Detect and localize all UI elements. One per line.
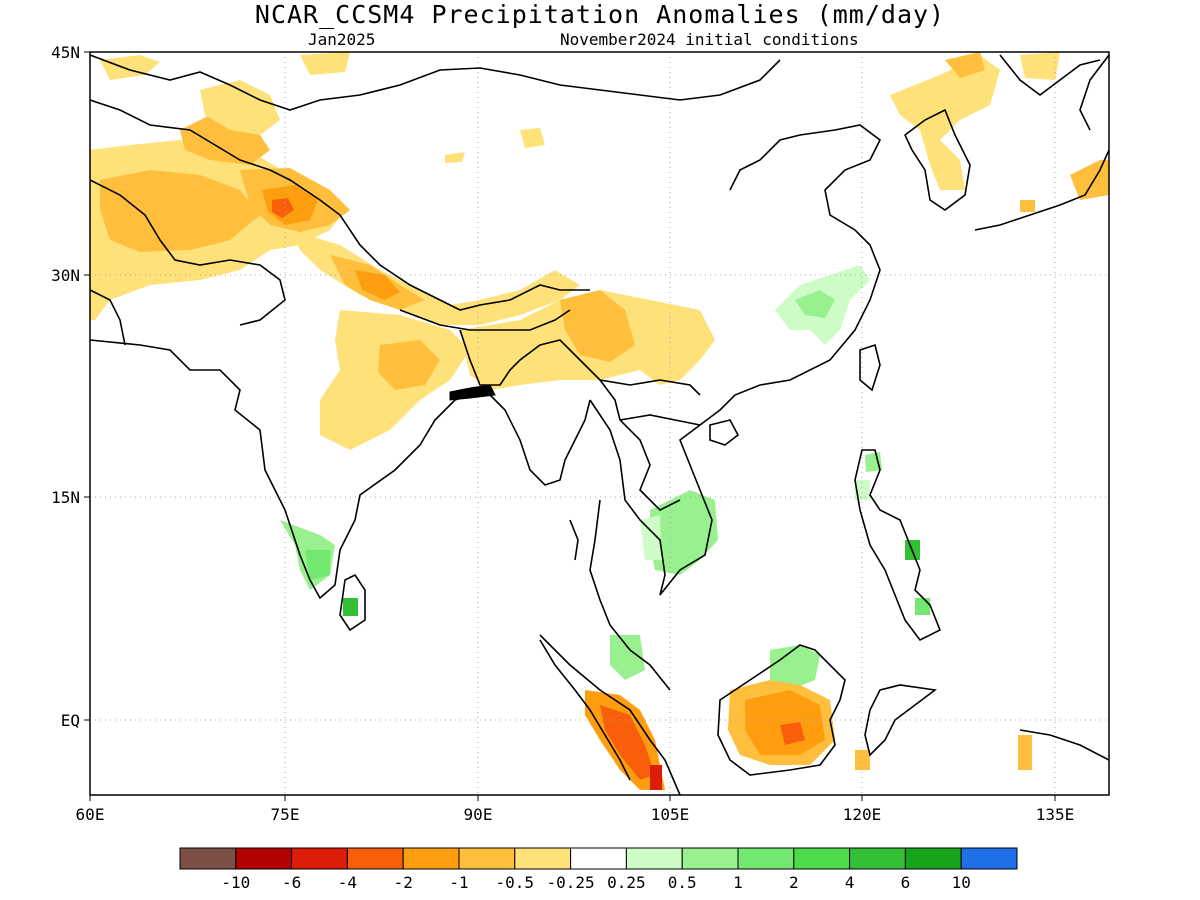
colorbar-label-8: 0.5 <box>668 873 697 892</box>
colorbar-label-7: 0.25 <box>607 873 646 892</box>
colorbar-label-0: -10 <box>221 873 250 892</box>
anomaly-myanmar-core <box>560 290 635 362</box>
lat-label-45n: 45N <box>51 43 80 62</box>
anomaly-japan <box>1070 160 1109 200</box>
anomaly-kashmir-peak <box>272 198 294 218</box>
colorbar-label-11: 4 <box>845 873 855 892</box>
anomaly-tarim2 <box>445 152 465 163</box>
valid-month-label: Jan2025 <box>308 30 376 49</box>
colorbar-swatch-11 <box>793 847 851 870</box>
colorbar-label-10: 2 <box>789 873 799 892</box>
anomaly-s-india-wet-core <box>305 550 330 580</box>
map-frame <box>89 51 1110 796</box>
colorbar-label-6: -0.25 <box>547 873 595 892</box>
lon-label-60e: 60E <box>76 805 105 824</box>
colorbar-swatch-10 <box>737 847 795 870</box>
axis-ticks <box>84 51 1056 801</box>
initial-conditions-label: November2024 initial conditions <box>560 30 859 49</box>
lon-label-105e: 105E <box>651 805 690 824</box>
anomaly-wet-china-core <box>795 290 835 318</box>
anomaly-maluku <box>1018 735 1032 770</box>
colorbar-label-12: 6 <box>901 873 911 892</box>
colorbar-swatch-5 <box>458 847 516 870</box>
lat-label-30n: 30N <box>51 266 80 285</box>
colorbar-swatch-4 <box>402 847 460 870</box>
coastline-sundarbans <box>449 384 496 401</box>
colorbar-swatch-1 <box>235 847 293 870</box>
colorbar-swatch-8 <box>625 847 683 870</box>
anomaly-central-asia <box>200 80 280 135</box>
colorbar-label-5: -0.5 <box>496 873 535 892</box>
lat-label-eq: EQ <box>61 711 80 730</box>
anomaly-sumatra-peak <box>650 765 662 790</box>
anomaly-sumatra-core <box>600 705 655 780</box>
colorbar: -10 -6 -4 -2 -1 -0.5 -0.25 0.25 0.5 1 2 4 6 10 <box>179 847 1018 892</box>
anomaly-philippines-wet <box>865 452 882 472</box>
colorbar-swatch-2 <box>291 847 348 870</box>
anomaly-philippines-wet2 <box>855 480 870 500</box>
anomaly-tien-shan <box>100 55 160 80</box>
lon-label-75e: 75E <box>271 805 300 824</box>
anomaly-korea <box>890 55 1000 190</box>
colorbar-swatch-13 <box>904 847 962 870</box>
anomaly-korea-core <box>945 52 985 78</box>
colorbar-swatch-12 <box>849 847 906 870</box>
colorbar-label-1: -6 <box>282 873 301 892</box>
colorbar-swatch-14 <box>960 847 1018 870</box>
anomaly-mindanao-wet <box>915 598 930 615</box>
colorbar-swatch-0 <box>179 847 237 870</box>
anomaly-himalaya <box>290 230 580 325</box>
anomaly-himalaya-peak <box>355 270 400 300</box>
colorbar-label-13: 10 <box>952 873 971 892</box>
anomaly-malay-wet <box>610 635 645 680</box>
lon-label-135e: 135E <box>1036 805 1075 824</box>
map-title: NCAR_CCSM4 Precipitation Anomalies (mm/d… <box>254 0 946 29</box>
anomaly-borneo-peak <box>780 722 805 745</box>
anomaly-kazakh <box>300 52 350 75</box>
anomaly-dry-west-core <box>100 170 260 252</box>
anomaly-central-india-core <box>378 340 440 390</box>
anomaly-indochina-wet <box>650 490 718 575</box>
anomaly-indochina-wet-light <box>640 515 662 560</box>
anomaly-borneo-north-wet <box>770 645 820 690</box>
anomaly-hokkaido <box>1020 52 1060 80</box>
anomaly-sulawesi <box>855 750 870 770</box>
lon-label-120e: 120E <box>843 805 882 824</box>
colorbar-swatch-9 <box>681 847 739 870</box>
colorbar-label-9: 1 <box>733 873 743 892</box>
colorbar-swatch-3 <box>346 847 404 870</box>
colorbar-label-2: -4 <box>338 873 357 892</box>
colorbar-label-4: -1 <box>449 873 468 892</box>
anomaly-borneo-core <box>745 690 825 755</box>
colorbar-label-3: -2 <box>394 873 413 892</box>
colorbar-swatch-6 <box>514 847 572 870</box>
lat-label-15n: 15N <box>51 488 80 507</box>
lon-label-90e: 90E <box>464 805 493 824</box>
anomaly-srilanka-wet <box>343 598 358 616</box>
anomaly-tarim <box>520 128 545 148</box>
coastlines <box>90 54 1109 795</box>
colorbar-swatch-7 <box>570 847 627 870</box>
anomaly-japan-small <box>1020 200 1035 212</box>
anomaly-layer <box>90 52 1109 790</box>
